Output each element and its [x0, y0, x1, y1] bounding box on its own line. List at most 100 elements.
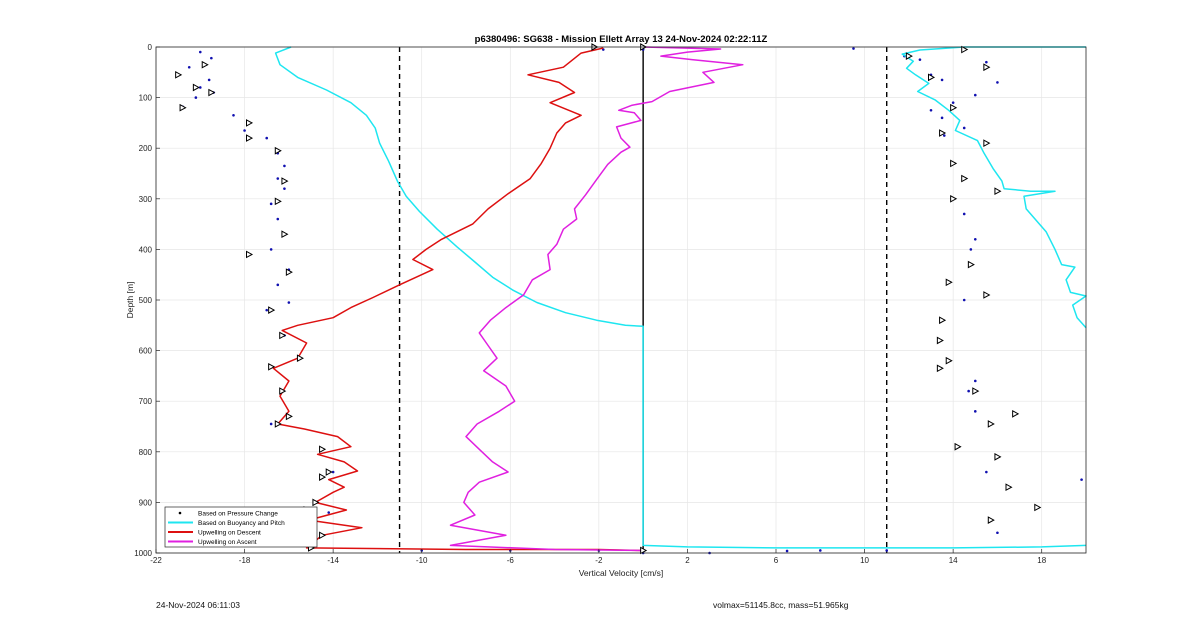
- triangle-marker: [954, 442, 962, 451]
- triangle-marker: [640, 546, 648, 555]
- based-on-buoyancy-and-pitchline: [274, 46, 1087, 549]
- pressure-change-point: [929, 108, 933, 112]
- triangle-marker: [939, 316, 947, 325]
- triangle-marker: [268, 306, 276, 314]
- pressure-change-point: [969, 248, 973, 251]
- pressure-change-point: [1080, 478, 1083, 481]
- triangle-marker: [1005, 483, 1013, 492]
- triangle-marker: [961, 174, 969, 183]
- triangle-marker: [246, 134, 254, 142]
- legend-label: Upwelling on Descent: [198, 530, 261, 537]
- legend-swatch-dot: [178, 511, 182, 515]
- triangle-marker: [983, 139, 991, 147]
- triangle-marker: [268, 362, 276, 371]
- x-tick-label: 6: [774, 556, 779, 565]
- y-axis-label: Depth [m]: [125, 282, 135, 319]
- triangle-marker: [281, 177, 289, 185]
- triangle-marker: [950, 159, 958, 168]
- pressure-change-point: [187, 65, 191, 69]
- triangle-marker: [987, 420, 995, 428]
- pressure-change-point: [985, 470, 988, 474]
- chart-title: p6380496: SG638 - Mission Ellett Array 1…: [475, 34, 768, 45]
- series-group: [175, 43, 1087, 555]
- pressure-change-point: [210, 56, 213, 60]
- pressure-change-point: [283, 187, 286, 190]
- legend-box: [164, 506, 318, 548]
- x-tick-label: -6: [507, 556, 515, 565]
- pressure-change-point: [951, 101, 955, 104]
- pressure-change-point: [985, 60, 988, 64]
- triangle-marker: [296, 354, 304, 363]
- pressure-change-point: [962, 126, 966, 130]
- pressure-change-point: [276, 217, 280, 221]
- triangle-marker: [950, 103, 958, 112]
- triangle-marker: [246, 119, 254, 127]
- triangle-marker: [285, 268, 293, 277]
- pressure-change-point: [996, 531, 999, 535]
- x-tick-label: -14: [327, 556, 339, 565]
- triangle-marker: [208, 88, 216, 97]
- triangle-marker: [274, 197, 282, 206]
- triangle-marker: [1012, 410, 1020, 418]
- x-tick-label: 14: [949, 556, 958, 565]
- footer-vol-mass: volmax=51145.8cc, mass=51.965kg: [713, 600, 849, 610]
- y-tick-label: 200: [139, 144, 153, 153]
- x-axis-label: Vertical Velocity [cm/s]: [579, 568, 664, 578]
- triangle-marker: [285, 412, 293, 421]
- pressure-change-point: [818, 549, 822, 552]
- triangle-marker: [1034, 503, 1042, 512]
- pressure-change-point: [276, 283, 280, 287]
- pressure-change-point: [785, 549, 789, 553]
- pressure-change-point: [940, 78, 944, 82]
- pressure-change-point: [852, 47, 855, 50]
- x-tick-label: -2: [595, 556, 603, 565]
- triangle-marker: [939, 129, 947, 137]
- pressure-change-point: [973, 410, 977, 413]
- triangle-marker: [319, 473, 327, 481]
- pressure-change-point: [198, 86, 202, 89]
- triangle-marker: [201, 60, 209, 69]
- y-tick-label: 700: [139, 397, 153, 406]
- y-tick-label: 600: [139, 347, 153, 356]
- triangle-marker: [983, 63, 991, 72]
- pressure-change-point: [276, 177, 280, 180]
- pressure-change-point: [327, 511, 331, 514]
- triangle-marker: [905, 52, 913, 60]
- triangle-marker: [950, 194, 958, 203]
- triangle-marker: [274, 146, 282, 155]
- triangle-marker: [175, 70, 183, 79]
- x-tick-label: 10: [860, 556, 869, 565]
- pressure-change-point: [973, 379, 977, 383]
- y-tick-label: 0: [148, 43, 153, 52]
- pressure-change-point: [962, 212, 966, 216]
- pressure-change-point: [269, 422, 273, 426]
- pressure-change-point: [942, 134, 946, 137]
- upwelling-on-ascentline: [449, 46, 744, 552]
- pressure-change-point: [973, 93, 977, 97]
- y-tick-label: 1000: [134, 549, 152, 558]
- pressure-change-point: [962, 298, 966, 302]
- pressure-change-point: [283, 164, 286, 168]
- pressure-change-point: [265, 136, 269, 140]
- triangle-marker: [987, 516, 995, 524]
- triangle-marker: [945, 356, 953, 365]
- y-tick-label: 900: [139, 498, 153, 507]
- pressure-change-point: [269, 202, 273, 206]
- triangle-marker: [279, 387, 287, 395]
- triangle-marker: [279, 331, 287, 340]
- triangle-marker: [325, 468, 333, 476]
- y-tick-label: 100: [139, 94, 153, 103]
- triangle-marker: [967, 260, 975, 269]
- pressure-change-point: [331, 470, 335, 474]
- legend: Based on Pressure Change Based on Buoyanc…: [164, 506, 318, 548]
- pressure-change-point: [967, 389, 970, 393]
- triangle-marker: [192, 83, 200, 92]
- pressure-change-point: [940, 116, 944, 120]
- y-tick-label: 500: [139, 296, 153, 305]
- triangle-marker: [936, 364, 944, 373]
- pressure-change-point: [265, 308, 269, 312]
- triangle-marker: [319, 531, 327, 540]
- x-tick-label: 2: [685, 556, 690, 565]
- x-tick-label: -18: [239, 556, 251, 565]
